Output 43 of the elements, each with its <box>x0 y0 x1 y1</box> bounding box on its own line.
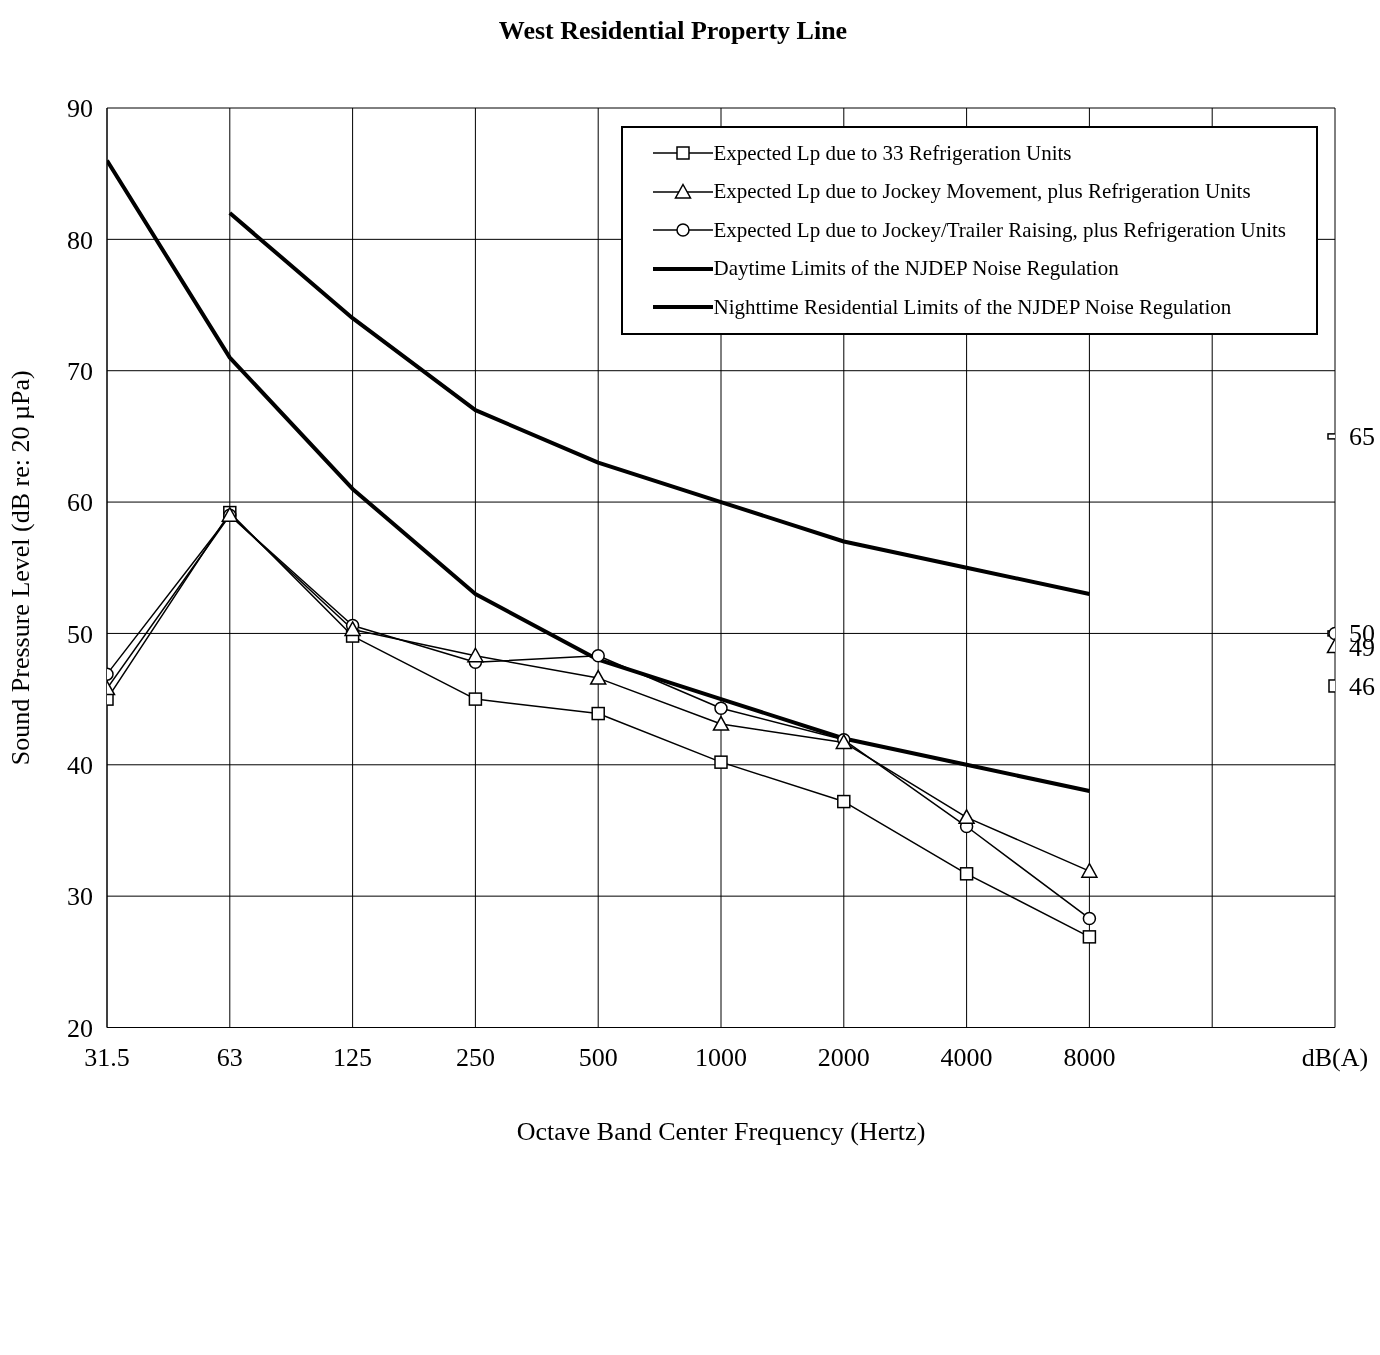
y-axis-title: Sound Pressure Level (dB re: 20 µPa) <box>6 370 36 766</box>
x-tick-label: 125 <box>333 1042 373 1072</box>
chart-title: West Residential Property Line <box>497 16 849 46</box>
x-tick-label: 63 <box>216 1042 243 1072</box>
y-tick-label: 20 <box>67 1013 93 1043</box>
point <box>959 867 974 881</box>
legend-label: Expected Lp due to 33 Refrigeration Units <box>713 140 1072 166</box>
x-tick-label: dB(A) <box>1301 1042 1369 1072</box>
y-tick-label: 60 <box>67 488 93 518</box>
x-tick-label: 250 <box>455 1042 495 1072</box>
point <box>467 647 484 663</box>
legend-label: Expected Lp due to Jockey/Trailer Raising, plus Refrigeration Units <box>713 217 1286 243</box>
point <box>1081 862 1098 878</box>
point <box>591 706 605 721</box>
point <box>589 669 607 685</box>
x-tick-label: 31.5 <box>84 1042 130 1072</box>
point <box>344 621 361 637</box>
point <box>591 649 605 663</box>
data-label: 65 <box>1349 422 1375 452</box>
legend-label: Expected Lp due to Jockey Movement, plus Refrigeration Units <box>713 179 1251 205</box>
data-label: 46 <box>1349 671 1375 701</box>
x-axis-title: Octave Band Center Frequency (Hertz) <box>516 1116 926 1146</box>
point <box>958 809 975 825</box>
x-tick-label: 8000 <box>1063 1042 1116 1072</box>
y-tick-label: 90 <box>67 94 93 124</box>
point <box>714 701 728 716</box>
point <box>468 692 483 706</box>
point <box>714 755 728 769</box>
legend-label: Daytime Limits of the NJDEP Noise Regulation <box>713 256 1119 282</box>
y-tick-label: 80 <box>67 225 93 255</box>
y-tick-label: 30 <box>67 882 93 912</box>
y-tick-label: 50 <box>67 619 93 649</box>
point <box>837 794 851 809</box>
point <box>712 715 730 731</box>
y-tick-label: 70 <box>67 356 93 386</box>
y-tick-label: 40 <box>67 751 93 781</box>
x-tick-label: 1000 <box>695 1042 747 1072</box>
x-tick-label: 2000 <box>817 1042 870 1072</box>
point <box>1082 930 1097 944</box>
legend-label: Nighttime Residential Limits of the NJDEP Noise Regulation <box>713 294 1232 320</box>
x-tick-label: 500 <box>578 1042 618 1072</box>
x-tick-label: 4000 <box>940 1042 993 1072</box>
point <box>1082 911 1097 926</box>
